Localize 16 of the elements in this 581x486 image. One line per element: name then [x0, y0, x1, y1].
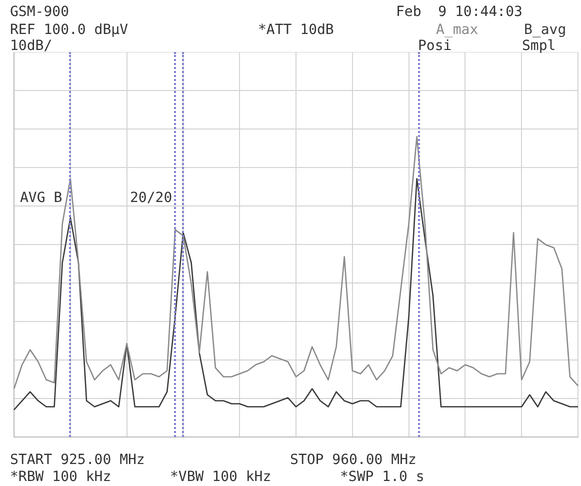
text: *RBW 100 kHz [10, 469, 112, 485]
text: *ATT 10dB [258, 22, 334, 38]
text: *VBW 100 kHz [170, 469, 272, 485]
text: 10dB/ [10, 38, 52, 54]
text: B_avg [524, 22, 566, 38]
text: Feb 9 10:44:03 [396, 4, 522, 20]
annotation: AVG B [20, 190, 62, 206]
text: START 925.00 MHz [10, 452, 145, 468]
text: REF 100.0 dBµV [10, 22, 128, 38]
annotation: 20/20 [130, 190, 172, 206]
text: *SWP 1.0 s [340, 469, 424, 485]
text: Posi [418, 38, 452, 54]
text: STOP 960.00 MHz [290, 452, 416, 468]
text: Smpl [522, 38, 556, 54]
text: A_max [436, 22, 478, 38]
text: GSM-900 [10, 4, 70, 20]
